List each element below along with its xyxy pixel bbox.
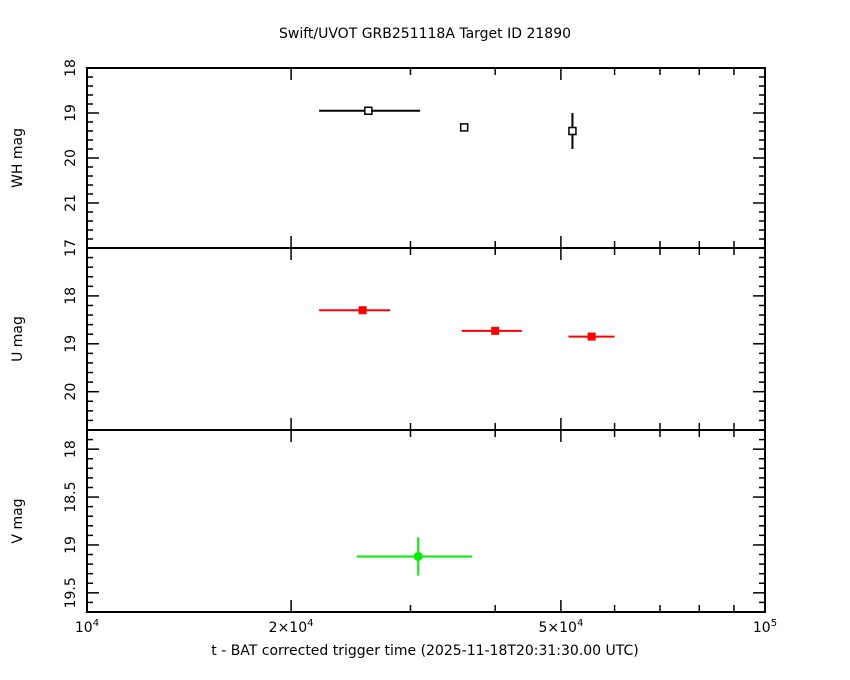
x-axis-tick-labels: 104 2×104 5×104 105	[75, 618, 777, 636]
y-axis-label: V mag	[10, 498, 26, 543]
panel-3: 18 18.5 19 19.5 V mag	[10, 429, 766, 613]
x-tick-label: 2×104	[269, 618, 314, 636]
y-tick-label: 19	[63, 104, 79, 122]
data-point	[568, 113, 577, 149]
x-tick-label: 104	[75, 618, 99, 636]
marker	[364, 106, 373, 115]
data-point	[461, 326, 522, 335]
panel-2: 17 18 19 20 U mag	[10, 239, 766, 431]
y-tick-label: 19.5	[63, 577, 79, 608]
chart-panels: 18 19 20 21 WH mag 17 18 19 20 U mag 18 18.5 19 19.5 V…	[10, 59, 766, 613]
y-tick-label: 18	[63, 287, 79, 305]
y-tick-label: 20	[63, 383, 79, 401]
y-tick-label: 20	[63, 149, 79, 167]
data-point	[568, 332, 615, 341]
x-axis-label: t - BAT corrected trigger time (2025-11-…	[211, 643, 639, 659]
y-axis-label: WH mag	[10, 128, 26, 188]
panel-frame	[86, 247, 766, 431]
panel-1: 18 19 20 21 WH mag	[10, 59, 766, 249]
y-tick-label: 19	[63, 536, 79, 554]
marker	[459, 123, 469, 132]
data-point	[459, 123, 469, 132]
data-point	[356, 537, 473, 576]
data-point	[319, 106, 421, 115]
y-tick-label: 18	[63, 59, 79, 77]
y-tick-label: 19	[63, 335, 79, 353]
y-tick-label: 17	[63, 239, 79, 257]
marker	[491, 326, 500, 335]
marker	[358, 306, 367, 315]
panel-frame	[86, 67, 766, 249]
y-tick-label: 18	[63, 440, 79, 458]
y-tick-label: 21	[63, 194, 79, 212]
data-point	[319, 306, 391, 315]
marker	[587, 332, 596, 341]
marker	[413, 551, 423, 561]
panel-frame	[86, 429, 766, 613]
y-tick-label: 18.5	[63, 481, 79, 512]
y-axis-label: U mag	[10, 316, 26, 362]
x-tick-label: 105	[753, 618, 777, 636]
chart-title: Swift/UVOT GRB251118A Target ID 21890	[279, 26, 571, 42]
x-tick-label: 5×104	[538, 618, 583, 636]
marker	[568, 126, 577, 136]
